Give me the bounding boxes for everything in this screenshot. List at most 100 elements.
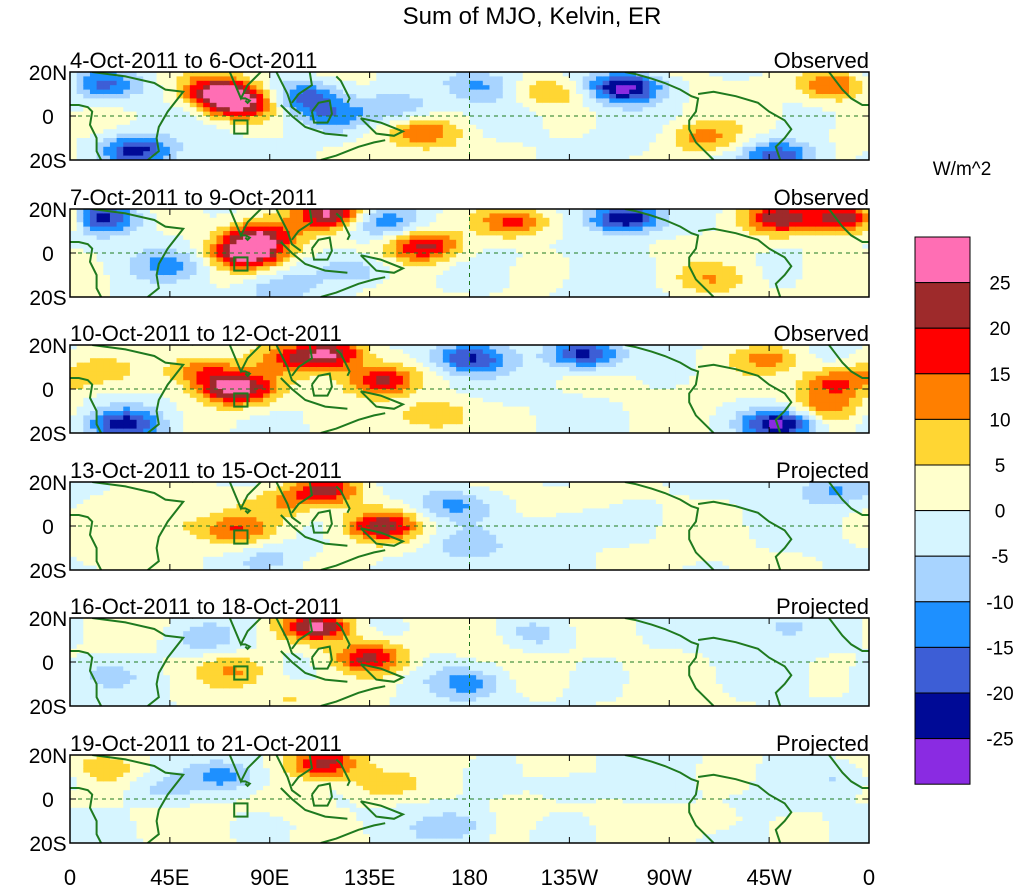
field-cell (123, 288, 131, 294)
field-cell (402, 231, 411, 236)
field-cell (855, 209, 863, 214)
field-cell (609, 72, 617, 77)
field-cell (576, 72, 584, 77)
field-cell (256, 261, 264, 267)
field-cell (622, 261, 630, 267)
field-cell (216, 253, 224, 258)
coastline (240, 97, 252, 105)
field-cell (842, 266, 850, 272)
field-cell (229, 235, 238, 241)
field-cell (109, 239, 118, 245)
field-cell (209, 129, 218, 135)
field-cell (396, 102, 404, 108)
field-cell (682, 288, 690, 294)
field-cell (236, 142, 244, 148)
field-cell (169, 213, 178, 219)
field-cell (376, 270, 384, 276)
field-cell (775, 80, 784, 86)
field-cell (136, 111, 144, 117)
field-cell (362, 151, 371, 157)
field-cell (143, 133, 151, 139)
field-cell (169, 261, 178, 267)
field-cell (782, 226, 790, 232)
field-cell (356, 98, 364, 104)
field-cell (229, 226, 238, 232)
field-cell (309, 124, 317, 130)
field-cell (722, 244, 730, 250)
field-cell (529, 98, 537, 104)
field-cell (755, 107, 764, 113)
field-cell (589, 89, 597, 95)
field-cell (735, 89, 744, 95)
field-cell (429, 80, 437, 86)
field-cell (655, 248, 664, 254)
field-cell (556, 217, 564, 223)
field-cell (169, 226, 178, 232)
field-cell (409, 288, 417, 294)
field-cell (589, 98, 597, 104)
field-cell (236, 213, 244, 219)
field-cell (442, 209, 451, 214)
field-cell (196, 288, 204, 294)
field-cell (795, 248, 804, 254)
field-cell (196, 151, 204, 157)
field-cell (136, 120, 144, 126)
field-cell (256, 266, 264, 272)
field-cell (209, 76, 218, 82)
field-cell (662, 288, 670, 294)
field-cell (369, 151, 377, 157)
field-cell (602, 85, 610, 91)
field-cell (489, 244, 497, 250)
field-cell (729, 76, 737, 82)
field-cell (516, 253, 524, 258)
field-cell (156, 98, 164, 104)
field-cell (815, 102, 823, 108)
field-cell (642, 85, 650, 91)
field-cell (469, 76, 477, 82)
field-cell (469, 217, 477, 223)
field-cell (635, 239, 644, 245)
field-cell (70, 226, 78, 232)
field-cell (809, 213, 817, 219)
field-cell (83, 253, 91, 258)
field-cell (829, 85, 837, 91)
field-cell (469, 124, 477, 130)
field-cell (263, 266, 271, 272)
field-cell (582, 124, 590, 130)
field-cell (389, 129, 397, 135)
field-cell (229, 142, 238, 148)
field-cell (622, 98, 630, 104)
field-cell (349, 244, 357, 250)
field-cell (149, 226, 158, 232)
field-cell (635, 244, 644, 250)
field-cell (702, 217, 710, 223)
field-cell (229, 244, 238, 250)
field-cell (316, 261, 324, 267)
field-cell (469, 80, 477, 86)
field-cell (742, 102, 750, 108)
field-cell (409, 80, 417, 86)
field-cell (76, 244, 84, 250)
field-cell (629, 155, 637, 160)
field-cell (516, 270, 524, 276)
field-cell (216, 222, 224, 228)
field-cell (496, 239, 504, 245)
field-cell (562, 209, 570, 214)
field-cell (442, 129, 451, 135)
field-cell (149, 116, 158, 121)
field-cell (615, 80, 624, 86)
field-cell (576, 209, 584, 214)
field-cell (83, 270, 91, 276)
field-cell (229, 292, 238, 297)
field-cell (96, 102, 104, 108)
field-cell (129, 270, 138, 276)
field-cell (715, 94, 724, 99)
field-cell (136, 239, 144, 245)
field-cell (169, 138, 178, 143)
field-cell (589, 155, 597, 160)
field-cell (596, 129, 604, 135)
field-cell (842, 133, 850, 139)
field-cell (469, 231, 477, 236)
field-cell (256, 80, 264, 86)
field-cell (795, 244, 804, 250)
